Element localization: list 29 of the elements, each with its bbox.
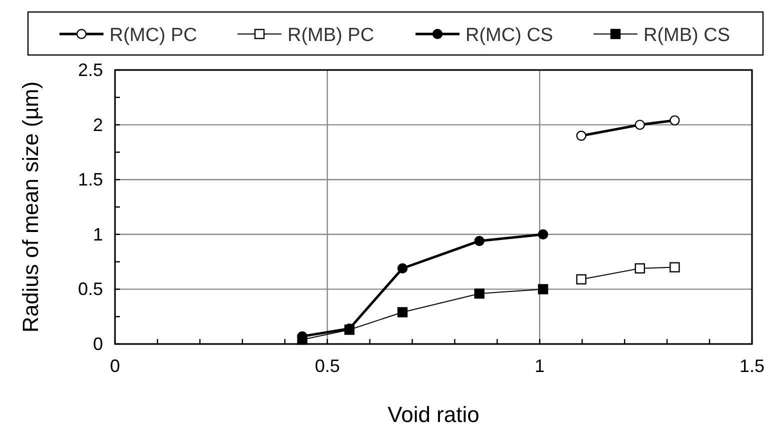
- x-axis-title: Void ratio: [388, 402, 480, 427]
- point: [538, 284, 548, 294]
- y-tick-label: 1: [92, 224, 103, 244]
- y-tick-label: 0: [92, 334, 103, 354]
- point: [474, 288, 484, 299]
- x-tick-label: 1: [534, 356, 545, 376]
- point: [576, 130, 586, 141]
- x-tick-label: 1.5: [739, 356, 765, 376]
- y-tick-label: 2.5: [78, 60, 103, 80]
- point: [397, 263, 408, 274]
- x-tick-label: 0: [110, 356, 120, 376]
- point: [474, 236, 484, 246]
- x-tick-label: 0.5: [314, 356, 340, 376]
- y-axis-title: Radius of mean size (µm): [18, 81, 43, 333]
- point: [538, 229, 548, 240]
- y-tick-label: 2: [92, 114, 103, 135]
- point: [670, 115, 680, 126]
- legend-label: R(MC) CS: [466, 25, 554, 46]
- point: [670, 262, 680, 272]
- point: [297, 334, 308, 345]
- legend-label: R(MC) PC: [110, 25, 198, 46]
- legend-label: R(MB) CS: [644, 25, 730, 46]
- legend-label: R(MB) PC: [288, 25, 374, 46]
- point: [634, 263, 645, 274]
- y-tick-label: 0.5: [78, 279, 103, 300]
- point: [634, 120, 645, 130]
- point: [397, 307, 408, 318]
- y-tick-label: 1.5: [78, 170, 103, 190]
- point: [576, 274, 586, 284]
